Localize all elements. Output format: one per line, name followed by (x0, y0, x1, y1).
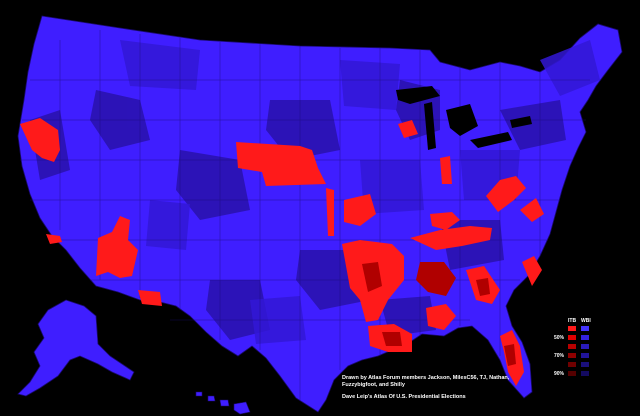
red-region-kansas-strip (326, 188, 334, 236)
legend-swatch-red (568, 371, 576, 376)
hawaii (195, 391, 251, 415)
red-region-wisconsin (398, 120, 418, 138)
legend-row (554, 344, 594, 350)
legend-swatch-blue (581, 335, 589, 340)
red-region-ohio-valley (486, 176, 526, 212)
legend-swatch-blue (581, 371, 589, 376)
red-region-virginia (520, 198, 544, 222)
legend-swatch-blue (581, 353, 589, 358)
legend-swatch-red (568, 326, 576, 331)
red-region-illinois (440, 156, 452, 184)
legend-row (554, 326, 594, 332)
legend-label: 50% (554, 335, 565, 341)
legend-header-a: ITB (568, 318, 577, 324)
red-region-nevada-arizona (96, 216, 138, 278)
county-borders (20, 30, 590, 400)
legend-swatch-red (568, 362, 576, 367)
legend-header-b: WBI (581, 318, 591, 324)
legend-swatch-red (568, 353, 576, 358)
legend-swatch-red (568, 335, 576, 340)
red-region-carolina-coast (522, 256, 542, 286)
red-region-socal (46, 234, 62, 244)
red-region-missouri (344, 194, 376, 226)
red-region-tennessee (410, 226, 492, 250)
legend-row (554, 362, 594, 368)
legend-row: 50% (554, 335, 594, 341)
legend-row: 70% (554, 353, 594, 359)
dark-red-regions (362, 262, 516, 366)
red-region-alabama-coast (426, 304, 456, 330)
map-credit: Drawn by Atlas Forum members Jackson, Mi… (342, 375, 510, 388)
legend-label: 90% (554, 371, 565, 377)
legend-swatch-blue (581, 326, 589, 331)
red-region-kentucky (430, 212, 460, 230)
red-region-arizona-south (138, 290, 162, 306)
legend-swatch-blue (581, 362, 589, 367)
legend-swatch-red (568, 344, 576, 349)
legend-swatch-blue (581, 344, 589, 349)
legend-row: 90% (554, 371, 594, 377)
alaska (17, 299, 135, 397)
legend-label: 70% (554, 353, 565, 359)
map-source: Dave Leip's Atlas Of U.S. Presidential E… (342, 394, 466, 400)
great-lakes (396, 86, 532, 150)
red-region-oregon (20, 118, 60, 162)
red-region-nebraska (236, 142, 326, 186)
